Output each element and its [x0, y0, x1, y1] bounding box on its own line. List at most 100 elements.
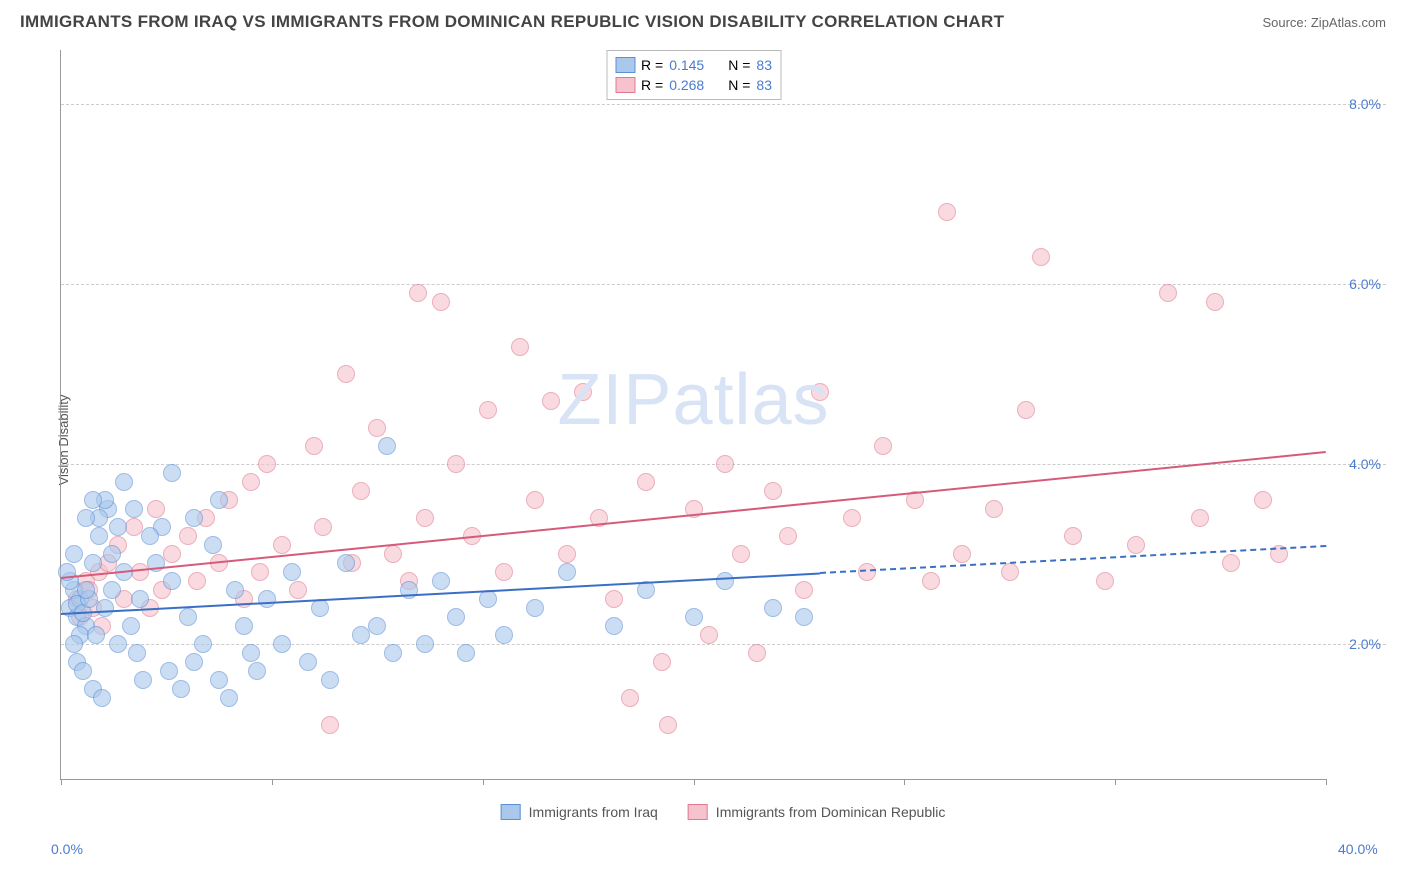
point-iraq — [210, 671, 228, 689]
gridline-h — [61, 284, 1386, 285]
point-iraq — [311, 599, 329, 617]
point-dominican — [938, 203, 956, 221]
point-dominican — [1001, 563, 1019, 581]
r-value-iraq: 0.145 — [669, 57, 704, 73]
plot-region: ZIPatlas R = 0.145 N = 83 R = 0.268 N = … — [60, 50, 1326, 780]
point-iraq — [457, 644, 475, 662]
swatch-iraq — [615, 57, 635, 73]
point-iraq — [87, 626, 105, 644]
point-iraq — [764, 599, 782, 617]
point-dominican — [242, 473, 260, 491]
point-dominican — [637, 473, 655, 491]
chart-area: Vision Disability ZIPatlas R = 0.145 N =… — [60, 40, 1386, 840]
ytick-label: 4.0% — [1349, 456, 1381, 472]
point-dominican — [188, 572, 206, 590]
point-iraq — [368, 617, 386, 635]
point-dominican — [779, 527, 797, 545]
point-dominican — [953, 545, 971, 563]
point-iraq — [74, 662, 92, 680]
n-label: N = — [728, 57, 750, 73]
watermark: ZIPatlas — [557, 359, 829, 441]
point-dominican — [605, 590, 623, 608]
point-iraq — [384, 644, 402, 662]
point-iraq — [447, 608, 465, 626]
gridline-h — [61, 104, 1386, 105]
trendline-dominican — [61, 451, 1326, 579]
point-dominican — [305, 437, 323, 455]
legend-item-iraq: Immigrants from Iraq — [501, 804, 658, 820]
point-iraq — [795, 608, 813, 626]
xtick — [61, 779, 62, 785]
legend-stats-row-dominican: R = 0.268 N = 83 — [615, 75, 772, 95]
point-dominican — [526, 491, 544, 509]
point-iraq — [141, 527, 159, 545]
point-dominican — [479, 401, 497, 419]
point-dominican — [416, 509, 434, 527]
point-dominican — [653, 653, 671, 671]
point-iraq — [416, 635, 434, 653]
point-dominican — [542, 392, 560, 410]
chart-title: IMMIGRANTS FROM IRAQ VS IMMIGRANTS FROM … — [20, 12, 1004, 32]
r-value-dominican: 0.268 — [669, 77, 704, 93]
point-dominican — [858, 563, 876, 581]
point-iraq — [134, 671, 152, 689]
point-iraq — [204, 536, 222, 554]
point-iraq — [179, 608, 197, 626]
point-dominican — [368, 419, 386, 437]
ytick-label: 8.0% — [1349, 96, 1381, 112]
point-dominican — [874, 437, 892, 455]
point-dominican — [1032, 248, 1050, 266]
point-dominican — [258, 455, 276, 473]
point-iraq — [378, 437, 396, 455]
point-iraq — [495, 626, 513, 644]
point-iraq — [122, 617, 140, 635]
point-iraq — [242, 644, 260, 662]
point-dominican — [843, 509, 861, 527]
point-iraq — [194, 635, 212, 653]
point-dominican — [511, 338, 529, 356]
r-label: R = — [641, 57, 663, 73]
point-dominican — [1191, 509, 1209, 527]
point-iraq — [605, 617, 623, 635]
point-iraq — [220, 689, 238, 707]
point-iraq — [432, 572, 450, 590]
point-dominican — [352, 482, 370, 500]
point-dominican — [447, 455, 465, 473]
point-iraq — [321, 671, 339, 689]
point-dominican — [985, 500, 1003, 518]
point-iraq — [93, 689, 111, 707]
legend-series: Immigrants from Iraq Immigrants from Dom… — [501, 804, 946, 820]
point-iraq — [558, 563, 576, 581]
point-dominican — [1127, 536, 1145, 554]
point-iraq — [77, 581, 95, 599]
point-dominican — [621, 689, 639, 707]
xtick-label-end: 40.0% — [1338, 841, 1378, 857]
point-iraq — [248, 662, 266, 680]
xtick — [483, 779, 484, 785]
source-label: Source: ZipAtlas.com — [1262, 15, 1386, 30]
point-iraq — [84, 554, 102, 572]
point-iraq — [160, 662, 178, 680]
legend-stats: R = 0.145 N = 83 R = 0.268 N = 83 — [606, 50, 781, 100]
ytick-label: 6.0% — [1349, 276, 1381, 292]
trendline-iraq — [820, 545, 1326, 574]
point-dominican — [314, 518, 332, 536]
point-iraq — [128, 644, 146, 662]
xtick — [904, 779, 905, 785]
n-value-dominican: 83 — [756, 77, 772, 93]
point-iraq — [103, 581, 121, 599]
point-dominican — [384, 545, 402, 563]
point-dominican — [574, 383, 592, 401]
point-dominican — [700, 626, 718, 644]
point-dominican — [732, 545, 750, 563]
xtick-label-start: 0.0% — [51, 841, 83, 857]
point-iraq — [185, 653, 203, 671]
point-dominican — [337, 365, 355, 383]
point-dominican — [251, 563, 269, 581]
point-dominican — [432, 293, 450, 311]
point-iraq — [685, 608, 703, 626]
r-label: R = — [641, 77, 663, 93]
point-iraq — [96, 599, 114, 617]
point-dominican — [558, 545, 576, 563]
point-iraq — [131, 590, 149, 608]
